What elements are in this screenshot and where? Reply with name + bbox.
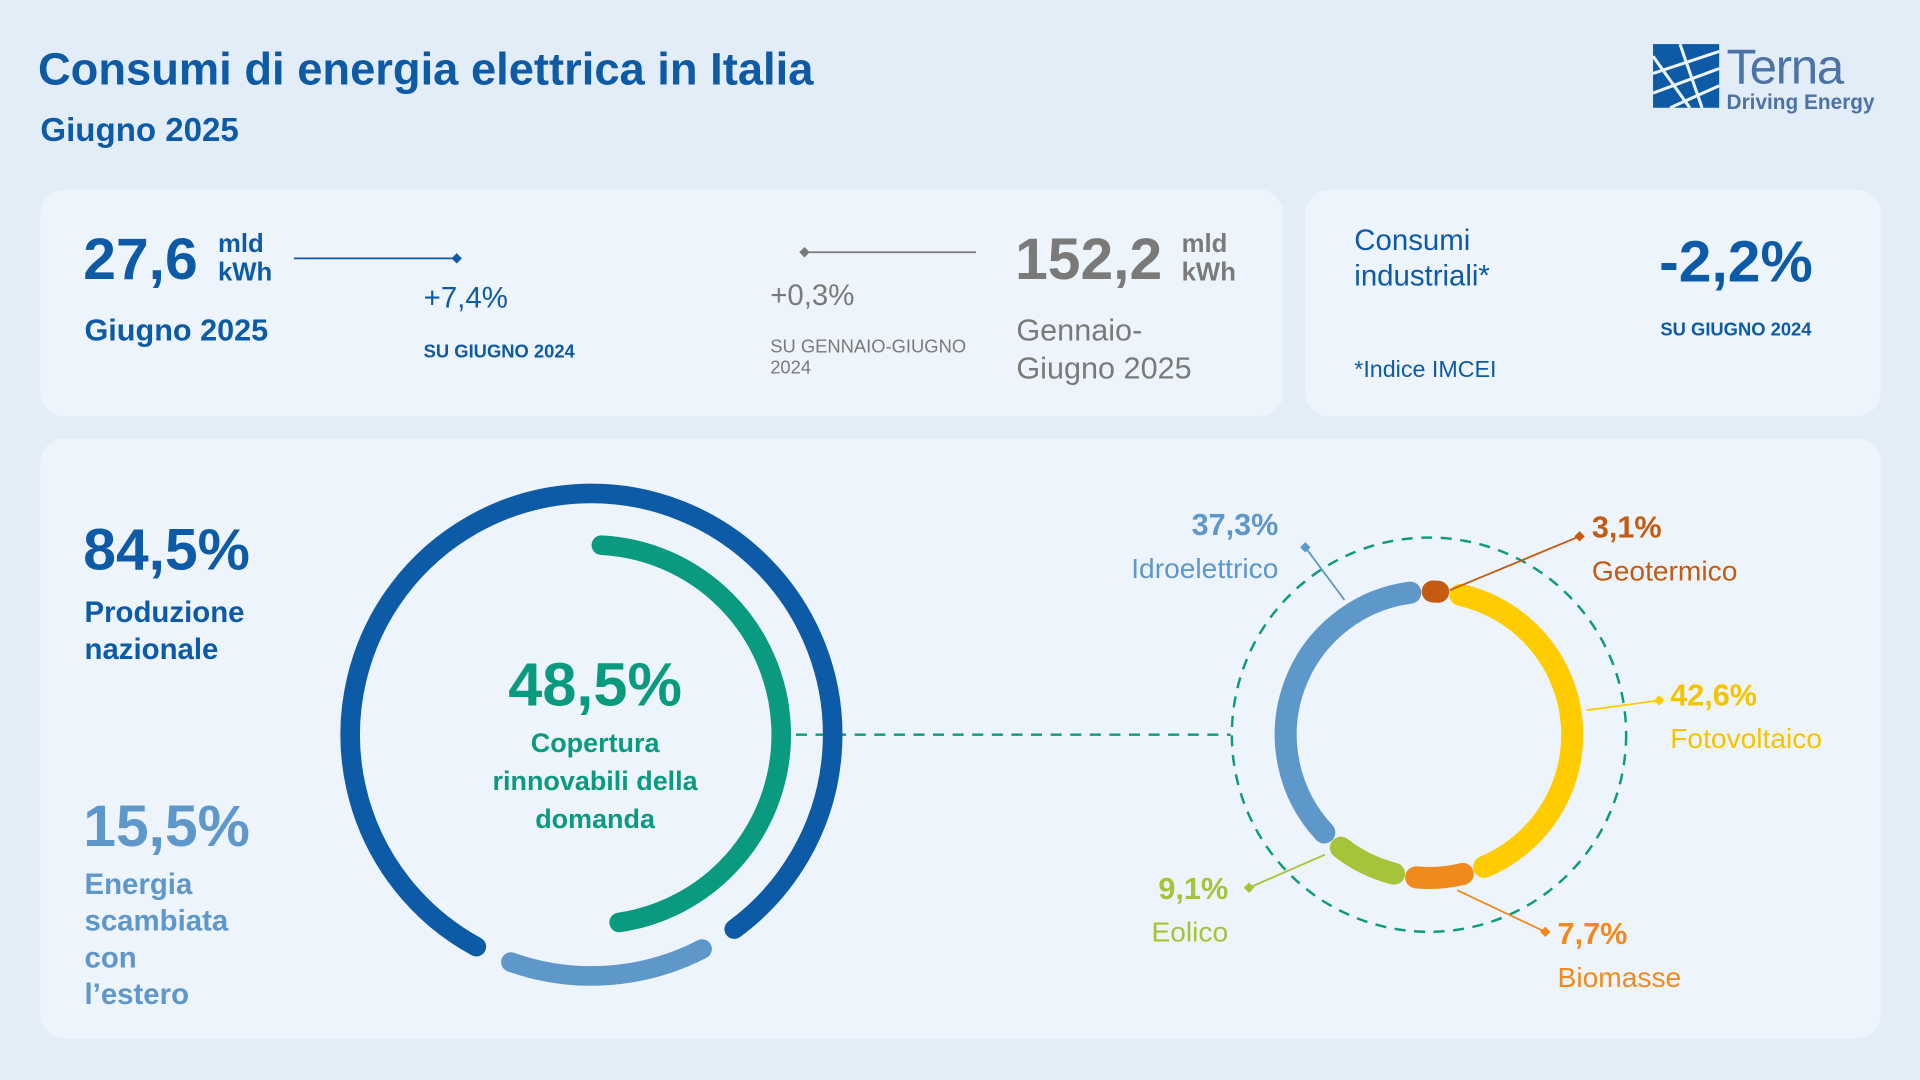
category-label: Energia scambiata con l’estero [84, 868, 229, 1012]
kpi-comparison: SU GENNAIO-GIUGNO 2024 [770, 336, 967, 379]
industrial-label: Consumi industriali* [1354, 224, 1490, 293]
kpi-period: Gennaio-Giugno 2025 [1016, 313, 1192, 387]
gauge-title: Copertura rinnovabili della domanda [492, 727, 698, 834]
title: Consumi di energia elettrica in Italia [37, 44, 814, 95]
industrial-comparison: SU GIUGNO 2024 [1660, 319, 1812, 341]
kpi-comparison: SU GIUGNO 2024 [423, 341, 575, 363]
donut-segment [340, 483, 843, 957]
leader-line [1449, 535, 1580, 592]
industrial-change: -2,2% [1659, 230, 1813, 296]
kpi-unit: mld [1181, 230, 1228, 259]
leader-line [1586, 699, 1660, 712]
leader-line [1456, 889, 1546, 933]
donut-segment [1274, 581, 1422, 844]
logo-icon [1651, 43, 1720, 110]
kpi-period: Giugno 2025 [84, 313, 269, 348]
category-label: Fotovoltaico [1670, 722, 1823, 755]
kpi-change: +7,4% [423, 281, 508, 315]
value-label: 84,5% [83, 517, 250, 583]
logo-lines [1651, 43, 1720, 110]
value-label: 37,3% [1191, 508, 1279, 543]
leader-line [1248, 853, 1326, 889]
donut-segment [1405, 862, 1474, 889]
industrial-note: *Indice IMCEI [1354, 357, 1497, 384]
category-label: Geotermico [1591, 554, 1738, 587]
kpi-unit: kWh [217, 258, 273, 287]
leader-dot [1243, 882, 1255, 893]
value-label: 3,1% [1591, 510, 1662, 545]
kpi-unit: mld [217, 230, 264, 259]
value-label: 7,7% [1557, 917, 1628, 952]
category-label: Produzione nazionale [84, 596, 245, 667]
category-label: Idroelettrico [1131, 552, 1279, 585]
kpi-value: 152,2 [1015, 227, 1163, 293]
category-label: Biomasse [1557, 961, 1682, 994]
category-label: Eolico [1151, 915, 1229, 948]
donut-segment [1329, 836, 1406, 885]
dashed-ring [1230, 536, 1628, 934]
value-label: 15,5% [83, 794, 250, 860]
industrial-card [1305, 189, 1881, 417]
kpi-card [40, 189, 1284, 417]
logo-name: Terna [1726, 40, 1845, 95]
kpi-value: 27,6 [83, 227, 198, 293]
connector-dot [451, 253, 462, 264]
leader-dot [1540, 926, 1551, 938]
value-label: 42,6% [1670, 678, 1758, 713]
logo-tagline: Driving Energy [1726, 90, 1875, 114]
value-label: 9,1% [1158, 871, 1229, 907]
kpi-change: +0,3% [770, 279, 855, 313]
leader-dot [1574, 531, 1585, 542]
kpi-unit: kWh [1181, 258, 1236, 287]
leader-dot [1653, 695, 1665, 706]
donut-segment [1449, 583, 1584, 878]
connector-dot [799, 247, 810, 258]
donut-segment [501, 939, 712, 986]
leader-line [1304, 546, 1346, 601]
gauge-arc [591, 535, 791, 933]
gauge-value: 48,5% [508, 650, 682, 719]
subtitle: Giugno 2025 [40, 111, 239, 149]
